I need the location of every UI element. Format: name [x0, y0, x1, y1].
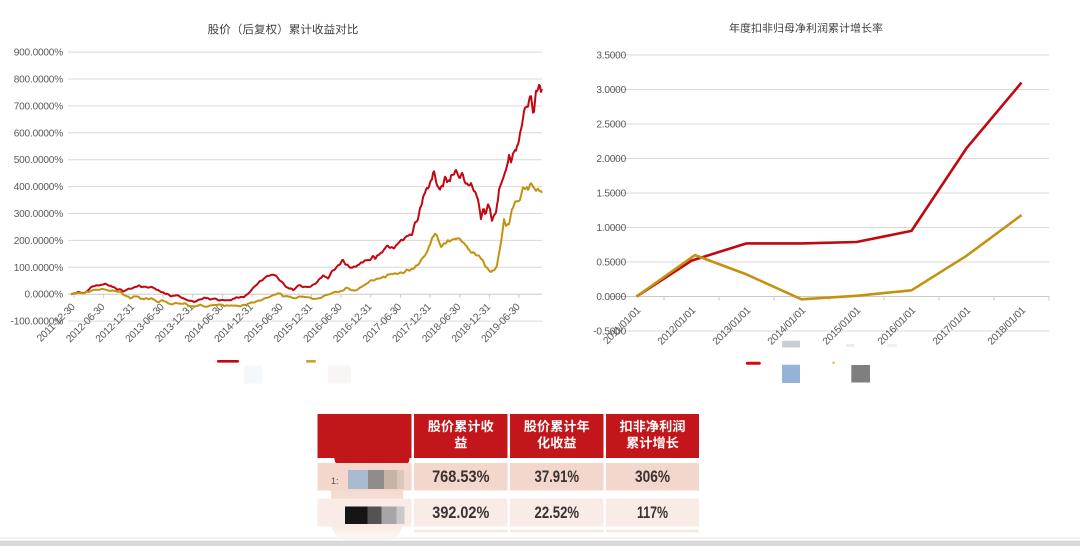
svg-text:22.52%: 22.52%: [535, 503, 580, 522]
svg-text:500.0000%: 500.0000%: [14, 155, 64, 166]
svg-text:400.0000%: 400.0000%: [14, 182, 64, 193]
svg-text:768.53%: 768.53%: [432, 467, 489, 486]
svg-text:1:: 1:: [331, 476, 339, 486]
svg-text:2018/01/01: 2018/01/01: [986, 305, 1029, 348]
svg-text:1.0000: 1.0000: [596, 223, 626, 234]
svg-text:3.0000: 3.0000: [596, 85, 626, 96]
svg-text:0.5000: 0.5000: [596, 258, 626, 269]
svg-text:300.0000%: 300.0000%: [14, 209, 64, 220]
svg-text:306%: 306%: [635, 467, 670, 486]
svg-text:2017/01/01: 2017/01/01: [931, 305, 974, 348]
svg-text:-0.5000: -0.5000: [593, 327, 626, 338]
svg-text:200.0000%: 200.0000%: [14, 236, 64, 247]
svg-text:2.0000: 2.0000: [596, 154, 626, 165]
svg-text:1.5000: 1.5000: [596, 189, 626, 200]
svg-text:0.0000%: 0.0000%: [25, 290, 64, 301]
svg-text:2016/01/01: 2016/01/01: [876, 305, 919, 348]
svg-text:700.0000%: 700.0000%: [14, 101, 64, 112]
svg-text:-100.0000%: -100.0000%: [11, 317, 64, 328]
svg-text:100.0000%: 100.0000%: [14, 263, 64, 274]
svg-text:2.5000: 2.5000: [596, 120, 626, 131]
svg-text:900.0000%: 900.0000%: [14, 48, 64, 59]
svg-text:117%: 117%: [637, 503, 668, 522]
svg-text:37.91%: 37.91%: [535, 467, 580, 486]
svg-text:3.5000: 3.5000: [596, 51, 626, 62]
svg-text:2015/01/01: 2015/01/01: [821, 305, 864, 348]
svg-text:2012/01/01: 2012/01/01: [656, 305, 699, 348]
svg-text:2013/01/01: 2013/01/01: [711, 305, 754, 348]
svg-text:392.02%: 392.02%: [432, 503, 489, 522]
svg-text:0.0000: 0.0000: [596, 292, 626, 303]
svg-text:600.0000%: 600.0000%: [14, 128, 64, 139]
svg-text:800.0000%: 800.0000%: [14, 75, 64, 86]
